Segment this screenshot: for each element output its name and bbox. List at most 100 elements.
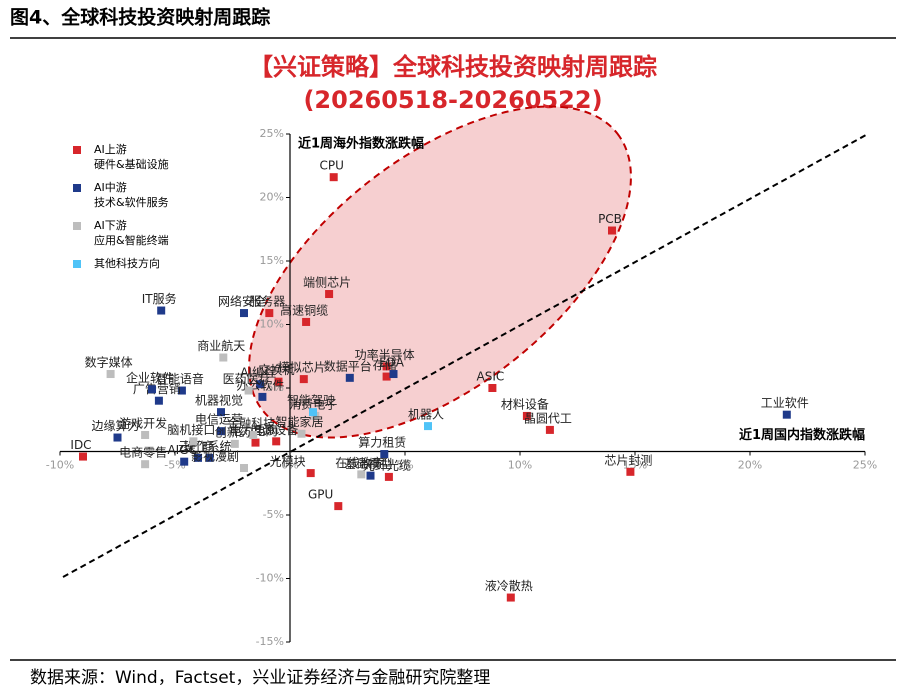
point-label: EDA — [379, 356, 405, 370]
point — [782, 410, 791, 419]
point — [334, 502, 343, 511]
point-label: 光纤光缆 — [363, 458, 411, 472]
point — [522, 411, 531, 420]
point — [113, 433, 122, 442]
point — [329, 173, 338, 182]
point-label: 数字媒体 — [85, 355, 133, 370]
point — [265, 309, 274, 318]
legend-label: AI下游 — [94, 219, 127, 232]
x-tick-label: 5% — [396, 459, 413, 472]
x-tick-label: 25% — [853, 459, 877, 472]
point-label: 消费电子 — [289, 397, 337, 411]
point-label: 金融科技 — [227, 415, 275, 430]
point-label: 服务器 — [249, 294, 285, 309]
point — [488, 384, 497, 392]
point-label: 高速铜缆 — [280, 302, 328, 317]
chart-subtitle: (20260518-20260522) — [303, 86, 602, 114]
point — [244, 386, 253, 395]
x-tick-label: -10% — [46, 459, 74, 472]
legend-swatch — [73, 260, 81, 268]
point — [309, 408, 317, 417]
point-label: 边缘算力 — [91, 418, 139, 433]
legend-swatch — [73, 146, 81, 154]
point — [154, 396, 163, 405]
point-label: 医药医疗 — [223, 372, 271, 386]
point-label: CPU — [319, 159, 343, 173]
y-axis-label: 近1周海外指数涨跌幅 — [298, 136, 424, 152]
y-tick-label: -15% — [256, 635, 284, 648]
point — [251, 438, 260, 447]
point — [297, 429, 306, 438]
point — [274, 377, 283, 386]
x-tick-label: 0% — [281, 459, 298, 472]
point — [272, 437, 281, 446]
point — [217, 408, 225, 417]
point-label: 材料设备 — [501, 397, 549, 411]
point-label: 智能家居 — [275, 414, 323, 429]
point — [306, 469, 315, 478]
point-label: 在线教育 — [335, 455, 383, 470]
point — [506, 593, 515, 602]
point — [545, 425, 554, 434]
point-label: IT服务 — [142, 291, 177, 306]
point — [302, 317, 311, 326]
point-label: 游戏开发 — [119, 415, 167, 430]
point-label: ASIC — [477, 370, 505, 384]
point-label: AI编程 — [240, 365, 276, 380]
point-label: 云厂商 — [178, 438, 214, 453]
point-label: 晶圆代工 — [524, 411, 572, 425]
point — [357, 470, 366, 479]
point — [325, 290, 334, 299]
point — [177, 386, 186, 395]
point — [240, 464, 248, 473]
point — [148, 385, 156, 394]
point — [424, 422, 432, 431]
point — [180, 457, 189, 466]
point-label: 交换机 — [258, 362, 294, 377]
point — [157, 306, 166, 315]
point — [240, 309, 248, 318]
point — [256, 380, 265, 389]
point-label: 电信运营 — [195, 413, 243, 427]
y-tick-label: 20% — [260, 191, 284, 204]
point-label: AIGC — [167, 443, 196, 457]
point — [141, 460, 150, 469]
point — [382, 362, 391, 371]
point-label: 电源设备 — [250, 423, 298, 437]
point-label: 液冷散热 — [485, 578, 533, 593]
point-label: IDC — [70, 438, 91, 452]
point-label: PCB — [598, 212, 622, 226]
legend-desc: 硬件&基础设施 — [94, 158, 169, 171]
point-label: 基础模型 — [344, 457, 392, 471]
point-label: GPU — [308, 488, 333, 502]
point — [79, 452, 87, 461]
point — [366, 471, 375, 480]
point-label: 影视漫剧 — [191, 449, 239, 464]
point — [299, 375, 308, 384]
point-label: 端侧芯片 — [303, 276, 351, 290]
source-note: 数据来源：Wind，Factset，兴业证券经济与金融研究院整理 — [30, 668, 490, 688]
point — [189, 437, 198, 446]
point — [141, 430, 150, 439]
point — [608, 226, 616, 235]
chart-title: 【兴证策略】全球科技投资映射周跟踪 — [249, 53, 657, 81]
y-tick-label: -5% — [263, 508, 284, 521]
x-tick-label: 20% — [738, 459, 762, 472]
point-label: 电商零售 — [119, 445, 167, 460]
y-tick-label: 25% — [260, 127, 284, 140]
point-label: 算力租赁 — [358, 435, 406, 450]
legend-desc: 技术&软件服务 — [94, 195, 169, 209]
y-tick-label: 15% — [260, 254, 284, 267]
point — [217, 427, 225, 436]
point — [106, 370, 115, 379]
figure-header: 图4、全球科技投资映射周跟踪 — [10, 6, 270, 29]
point — [345, 373, 354, 382]
y-tick-label: -10% — [256, 572, 284, 585]
point-label: 商业航天 — [197, 338, 245, 353]
point-label: 工业软件 — [761, 396, 809, 410]
point — [626, 467, 635, 476]
point-label: 企业软件 — [126, 370, 174, 385]
point-label: 脑机接口 — [167, 422, 215, 437]
